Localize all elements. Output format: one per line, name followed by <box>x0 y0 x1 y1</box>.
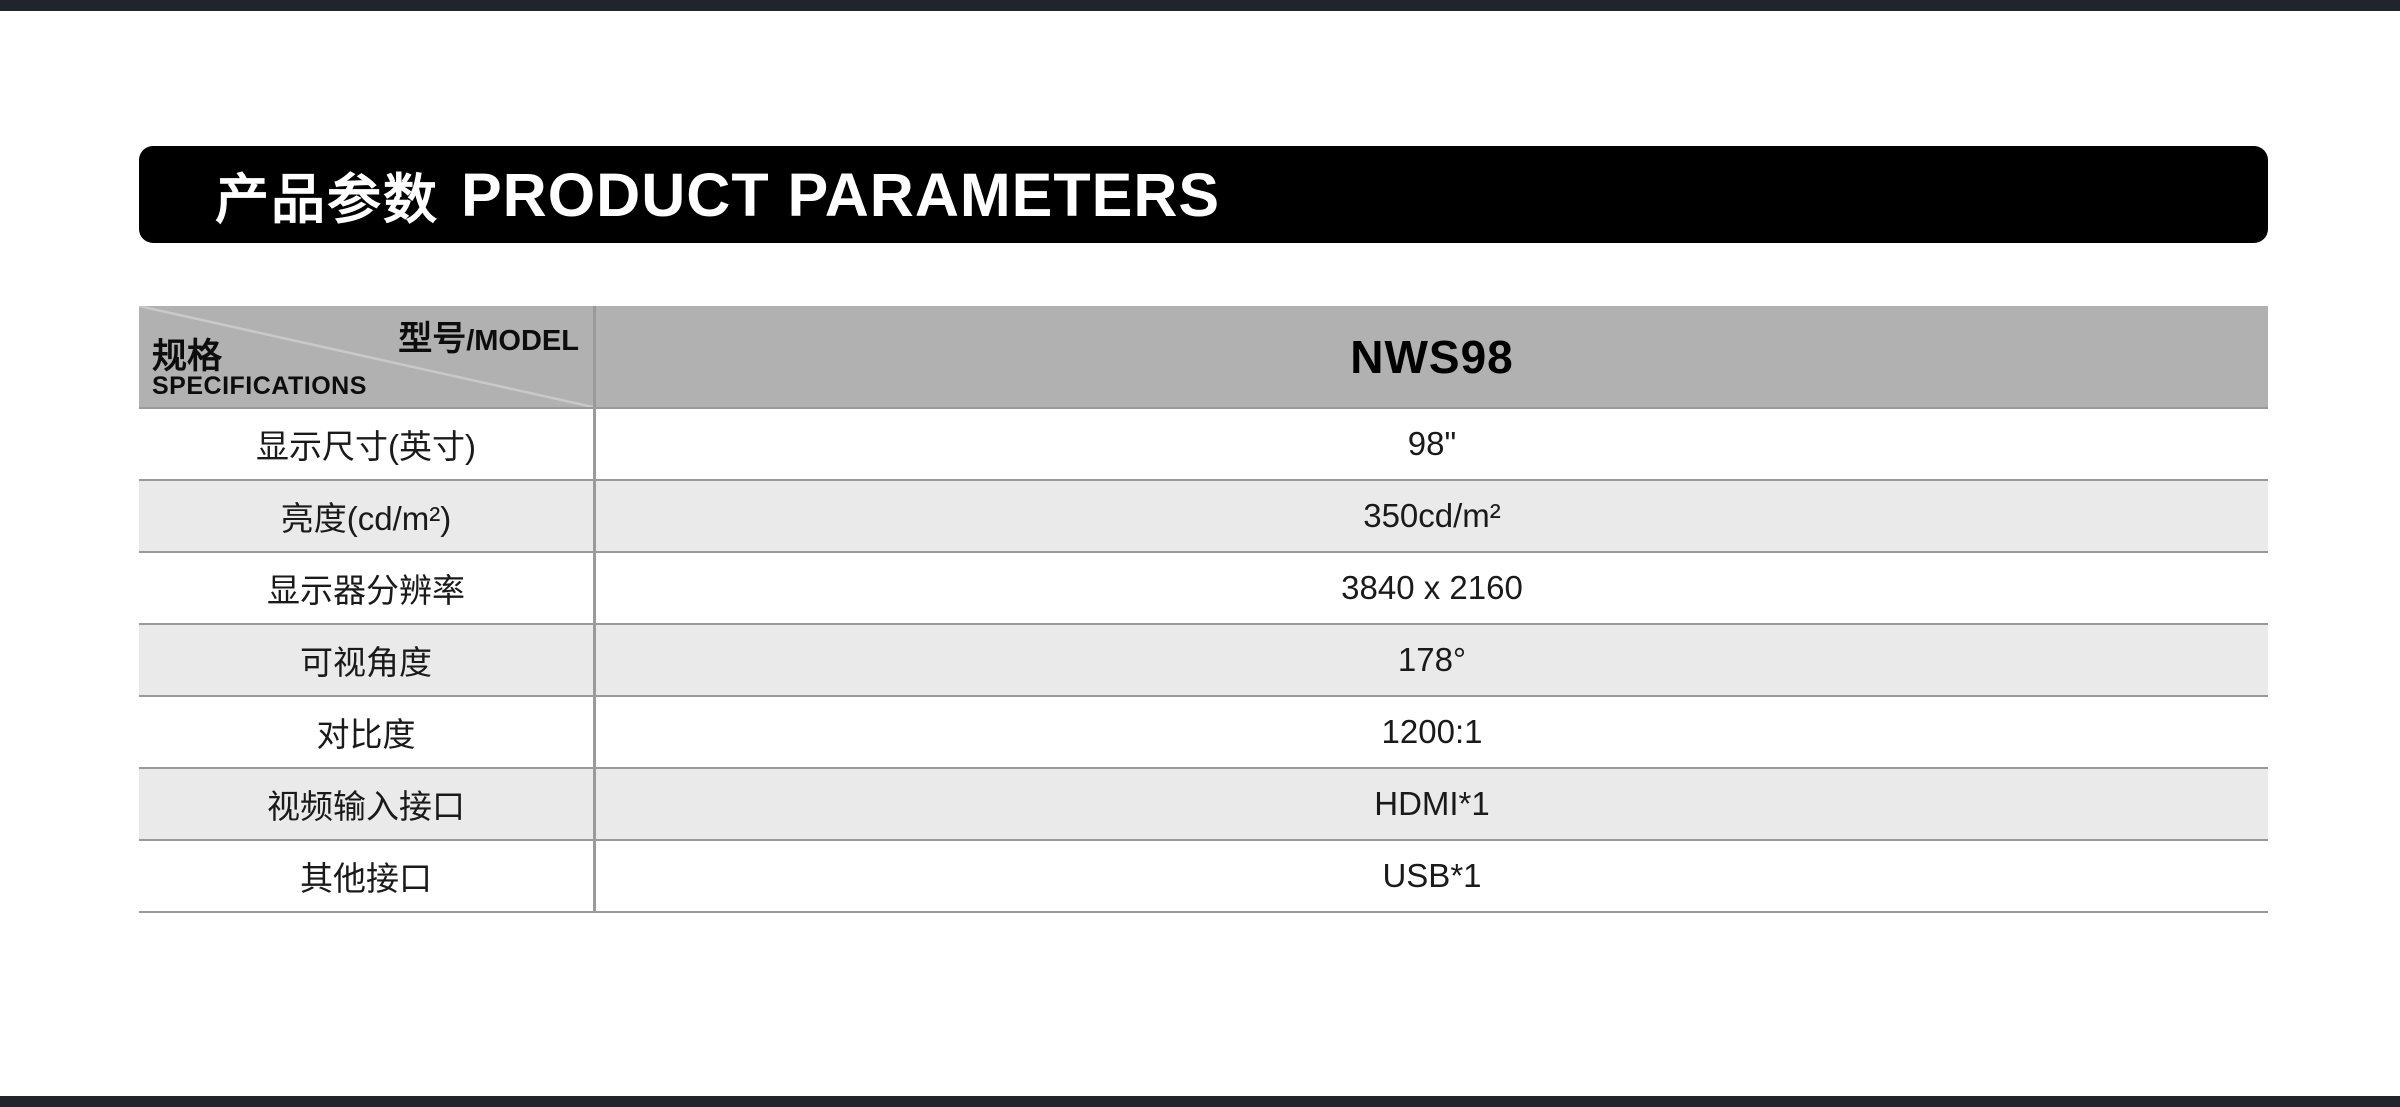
spec-value: 98" <box>1407 425 1457 462</box>
spec-label: 视频输入接口 <box>139 769 596 839</box>
model-label-zh: 型号 <box>398 320 467 358</box>
spec-label: 显示尺寸(英寸) <box>139 409 596 479</box>
spec-value: 178° <box>1397 641 1467 678</box>
spec-label: 亮度(cd/m²) <box>139 481 596 551</box>
spec-label: 显示器分辨率 <box>139 553 596 623</box>
model-value-cell: NWS98 <box>1350 330 1514 383</box>
table-corner-cell: 型号 /MODEL 规格 SPECIFICATIONS <box>139 306 596 407</box>
spec-label-zh: 规格 <box>152 337 223 376</box>
table-row: 对比度 1200:1 <box>139 697 2268 769</box>
spec-value: 1200:1 <box>1381 713 1483 750</box>
spec-label: 可视角度 <box>139 625 596 695</box>
table-row: 可视角度 178° <box>139 625 2268 697</box>
spec-value: HDMI*1 <box>1374 785 1490 822</box>
section-title-en: PRODUCT PARAMETERS <box>461 160 1221 229</box>
table-row: 亮度(cd/m²) 350cd/m² <box>139 481 2268 553</box>
section-title-banner: 产品参数 PRODUCT PARAMETERS <box>139 146 2268 243</box>
model-label-en: /MODEL <box>466 325 579 357</box>
spec-label: 对比度 <box>139 697 596 767</box>
table-body: 显示尺寸(英寸) 98" 亮度(cd/m²) 350cd/m² 显示器分辨率 3840 x… <box>139 409 2268 913</box>
table-row: 视频输入接口 HDMI*1 <box>139 769 2268 841</box>
bottom-frame-bar <box>0 1096 2400 1107</box>
product-spec-table: 型号 /MODEL 规格 SPECIFICATIONS NWS98 显示尺寸(英… <box>139 306 2268 913</box>
spec-value: 350cd/m² <box>1363 497 1501 534</box>
section-title-zh: 产品参数 <box>215 170 439 230</box>
diagonal-divider-line <box>139 306 593 407</box>
table-row: 显示器分辨率 3840 x 2160 <box>139 553 2268 625</box>
top-frame-bar <box>0 0 2400 11</box>
spec-value: 3840 x 2160 <box>1341 569 1523 606</box>
table-header-row: 型号 /MODEL 规格 SPECIFICATIONS NWS98 <box>139 306 2268 409</box>
table-row: 其他接口 USB*1 <box>139 841 2268 913</box>
model-column-label: 型号 /MODEL <box>398 311 579 360</box>
spec-label: 其他接口 <box>139 841 596 911</box>
spec-label-en: SPECIFICATIONS <box>152 372 367 400</box>
table-row: 显示尺寸(英寸) 98" <box>139 409 2268 481</box>
spec-value: USB*1 <box>1382 857 1482 894</box>
